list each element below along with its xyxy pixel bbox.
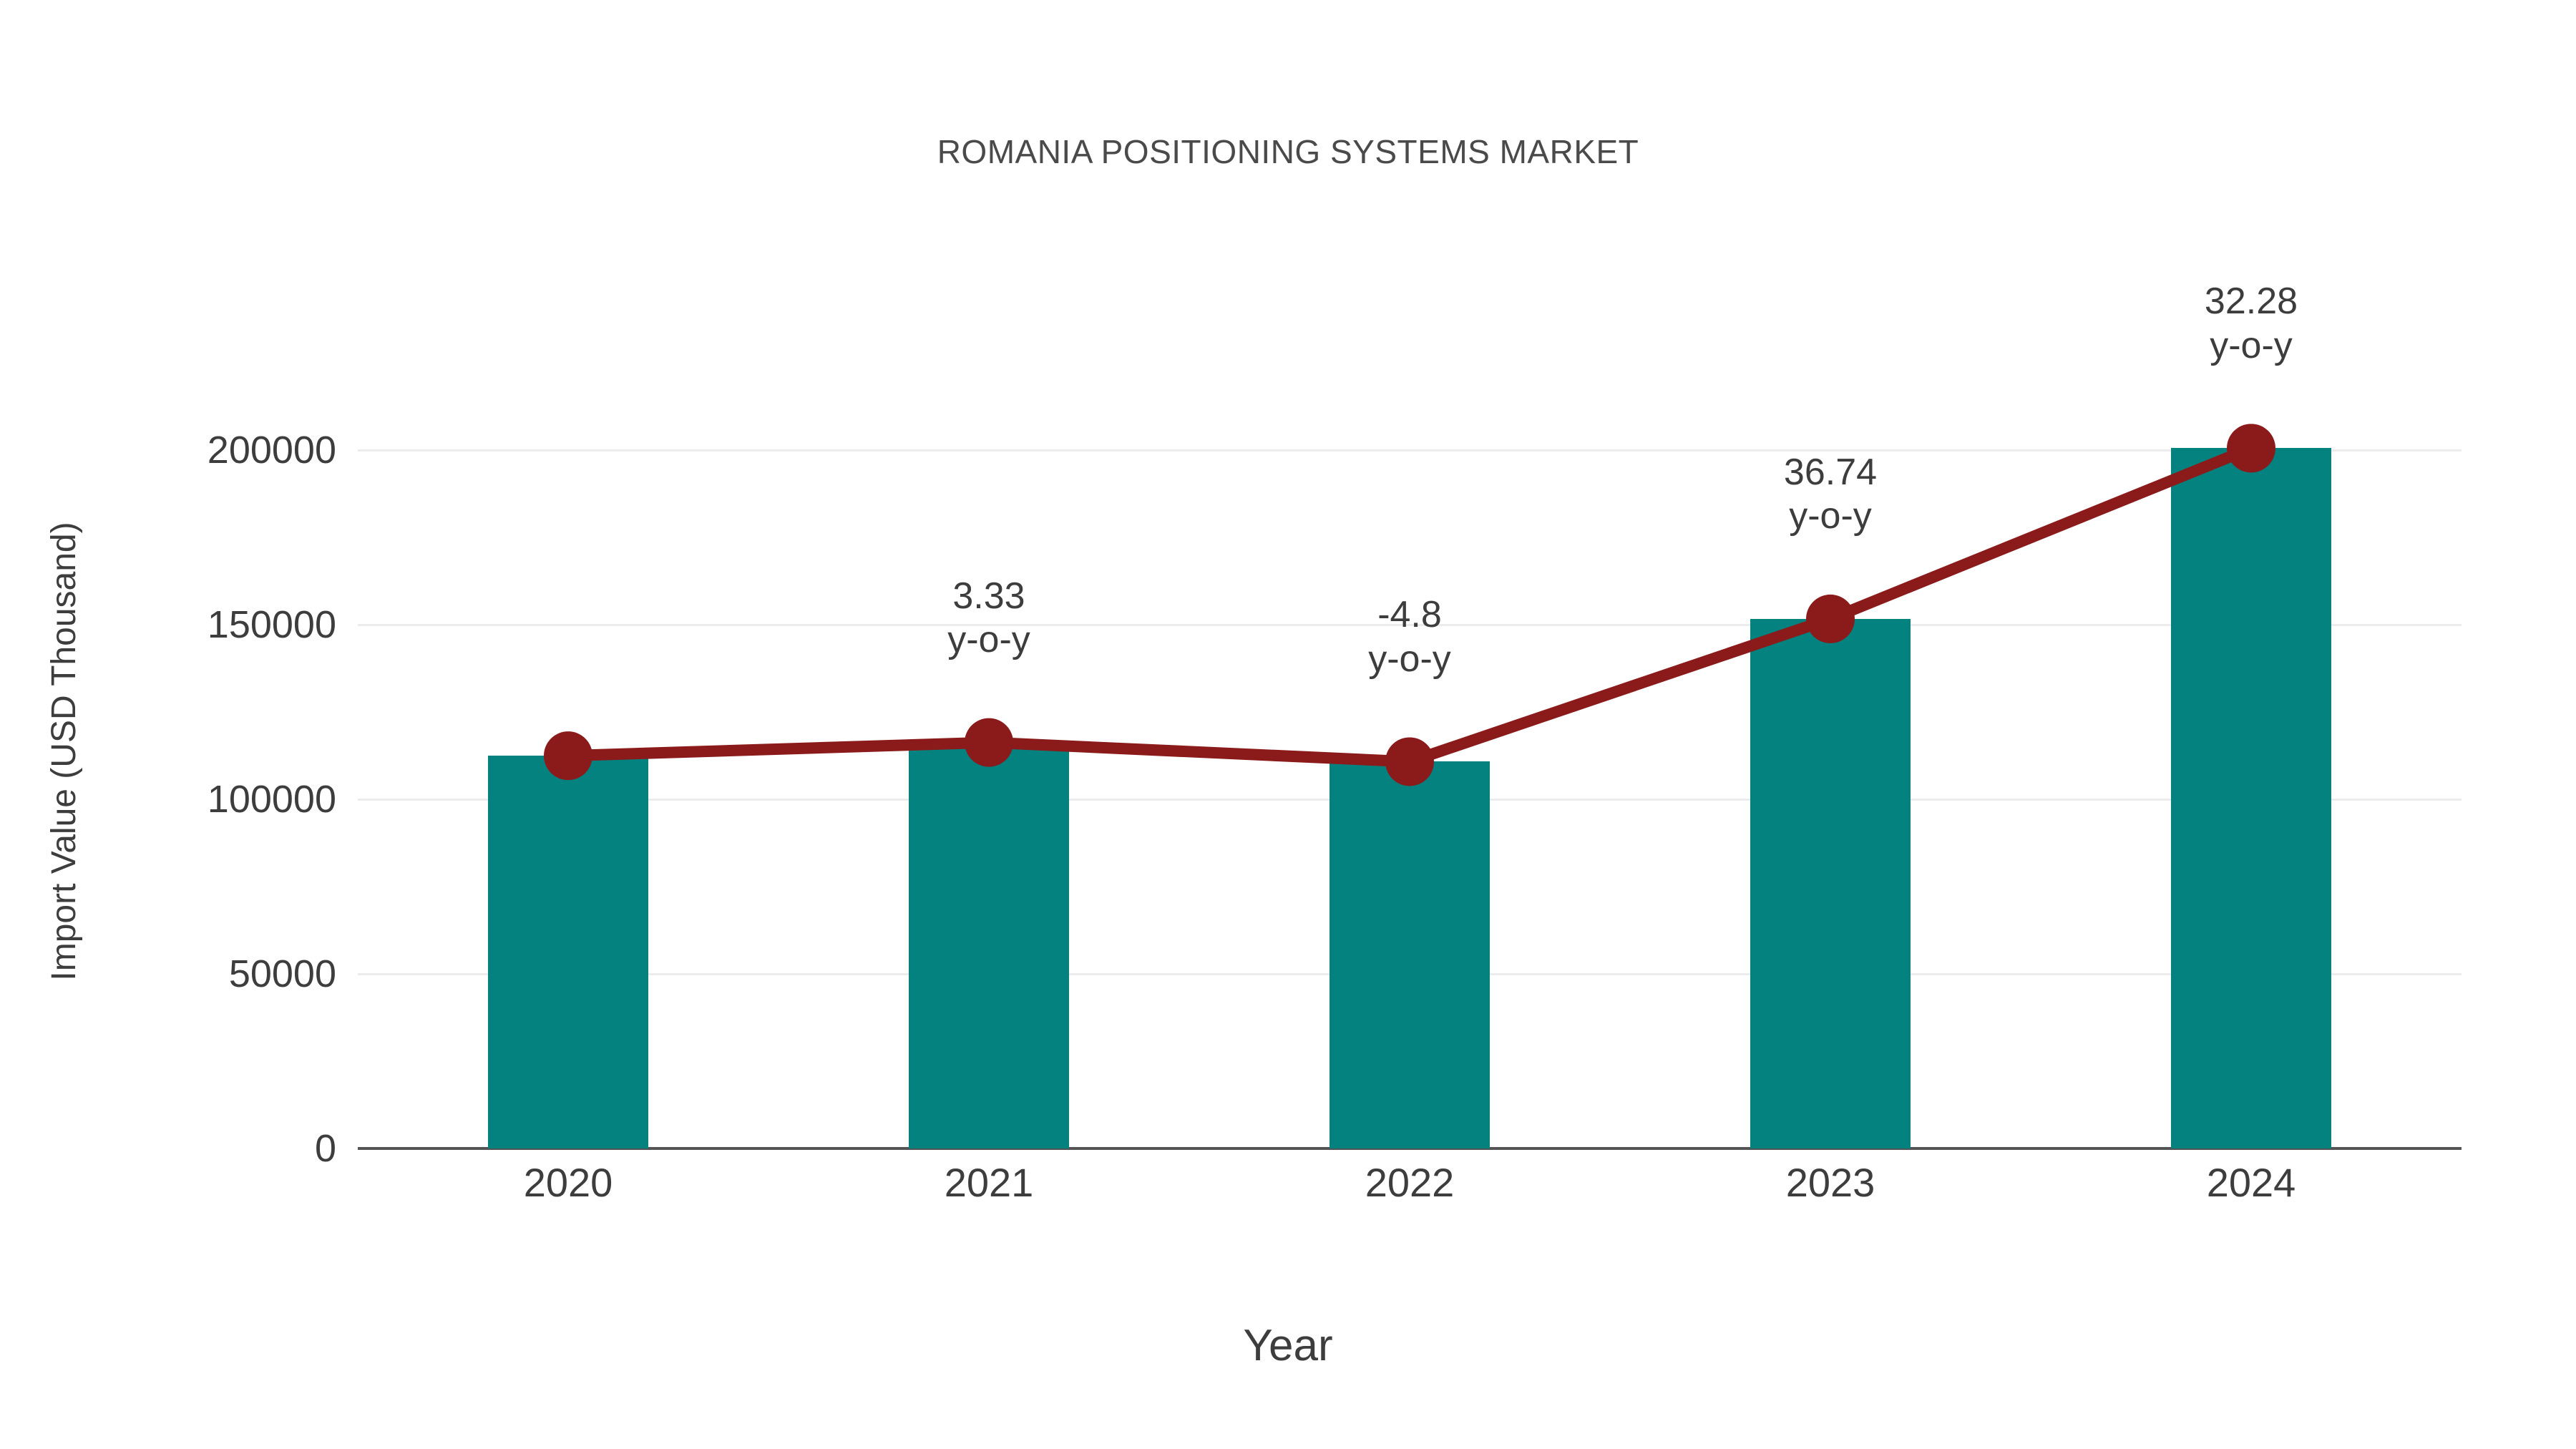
yoy-annotation: -4.8 y-o-y [1368,593,1451,681]
data-point-marker [1385,737,1434,786]
y-axis-tick-label: 200000 [207,429,336,472]
yoy-caption: y-o-y [2210,324,2293,366]
data-point-marker [1806,594,1855,643]
yoy-caption: y-o-y [947,618,1030,660]
data-point-marker [2227,424,2275,473]
yoy-value: 36.74 [1783,451,1878,493]
gridline [358,449,2462,452]
x-axis-tick-label: 2021 [944,1160,1034,1205]
gridline [358,623,2462,626]
yoy-annotation: 3.33 y-o-y [947,575,1030,663]
x-axis-line [358,1147,2462,1150]
plot-area: 0 50000 100000 150000 200000 2020 2021 2022 202… [208,280,2462,1205]
x-axis-tick-label: 2024 [2206,1160,2296,1205]
yoy-annotation: 36.74 y-o-y [1784,451,1877,539]
bar [2171,448,2331,1148]
yoy-value: -4.8 [1377,594,1442,636]
yoy-line-series [544,424,2275,786]
yoy-value: 32.28 [2204,280,2298,323]
data-point-marker [544,731,592,781]
chart-title: ROMANIA POSITIONING SYSTEMS MARKET [937,133,1639,170]
x-axis-tick-label: 2020 [523,1160,613,1205]
y-axis-tick-label: 150000 [207,603,336,647]
y-axis-tick-label: 50000 [228,952,336,996]
y-axis-title: Import Value (USD Thousand) [45,522,83,981]
data-point-marker [965,718,1013,767]
x-axis-title: Year [1243,1321,1333,1370]
x-axis-tick-label: 2022 [1365,1160,1455,1205]
yoy-caption: y-o-y [1789,495,1872,537]
yoy-caption: y-o-y [1368,638,1451,680]
bar [1750,618,1911,1148]
bar [488,756,648,1148]
yoy-annotation: 32.28 y-o-y [2205,280,2298,368]
bar [1330,761,1490,1148]
bar [909,742,1069,1148]
x-axis-tick-label: 2023 [1785,1160,1875,1205]
yoy-value: 3.33 [952,575,1025,617]
y-axis-tick-label: 100000 [207,778,336,821]
y-axis-tick-label: 0 [314,1127,336,1170]
